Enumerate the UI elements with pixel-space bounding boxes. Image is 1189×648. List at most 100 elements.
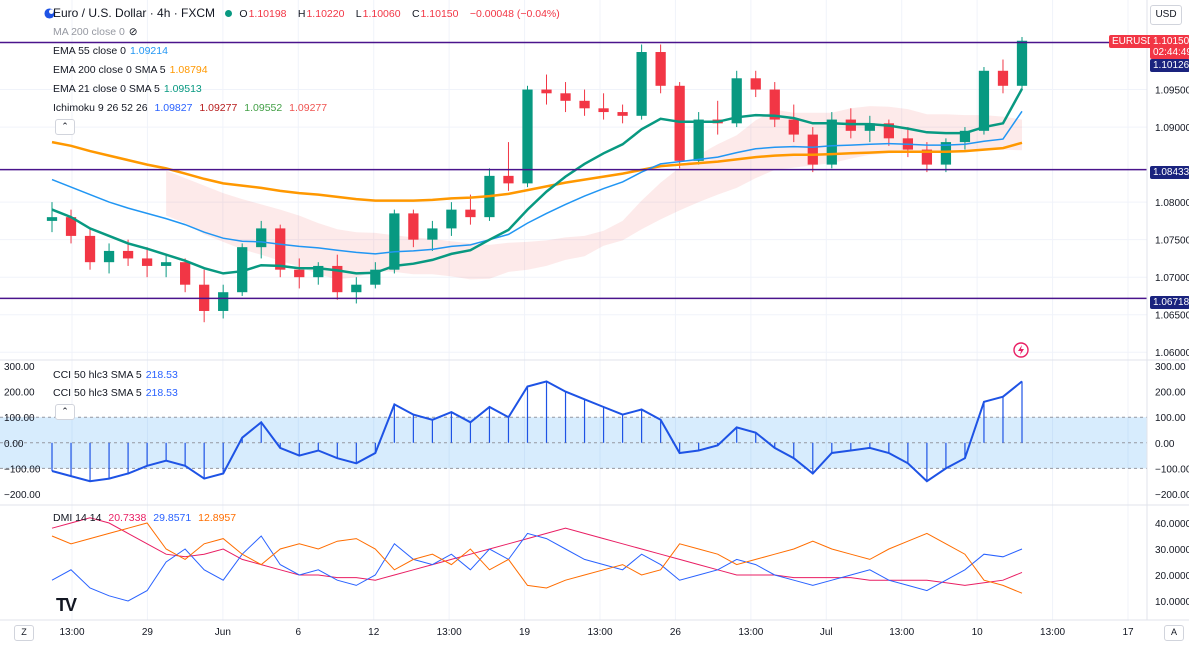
candle-body — [503, 175, 514, 184]
high-label: H — [297, 8, 306, 20]
ichimoku-v4: 1.09277 — [289, 102, 328, 114]
cci-left-tick-label: 200.00 — [4, 388, 35, 399]
market-open-icon — [225, 10, 233, 18]
currency-pair-icon — [44, 8, 55, 19]
candle-body — [351, 284, 362, 293]
dmi-tick-label: 20.0000 — [1155, 571, 1189, 582]
ma200-legend[interactable]: MA 200 close 0 ⊘ — [53, 25, 142, 39]
eye-hidden-icon[interactable]: ⊘ — [128, 26, 138, 38]
cci2-legend[interactable]: CCI 50 hlc3 SMA 5 218.53 — [53, 386, 182, 400]
last-price-badge: 1.10150 — [1150, 35, 1189, 48]
ichimoku-legend[interactable]: Ichimoku 9 26 52 26 1.09827 1.09277 1.09… — [53, 101, 331, 115]
ema55-legend[interactable]: EMA 55 close 0 1.09214 — [53, 44, 172, 58]
cci1-legend[interactable]: CCI 50 hlc3 SMA 5 218.53 — [53, 368, 182, 382]
cci-right-tick-label: 300.00 — [1155, 362, 1186, 373]
dmi-legend[interactable]: DMI 14 14 20.7338 29.8571 12.8957 — [53, 511, 240, 525]
candle-body — [693, 119, 704, 161]
candle-body — [864, 123, 875, 131]
ma-lines — [51, 88, 1024, 275]
zoom-z-button[interactable]: Z — [14, 625, 34, 641]
open-value: 1.10198 — [248, 8, 287, 20]
ema21-value: 1.09513 — [163, 83, 202, 95]
grid — [0, 0, 1147, 620]
time-tick-label: 12 — [368, 627, 380, 638]
candle-body — [141, 258, 153, 266]
time-tick-label: Jun — [215, 627, 231, 638]
cci-right-tick-label: −100.00 — [1155, 464, 1189, 475]
cci-right-tick-label: −200.00 — [1155, 490, 1189, 501]
symbol-tag: EURUSD — [1109, 35, 1158, 48]
candle-body — [769, 89, 780, 120]
candle-body — [788, 119, 799, 135]
ichimoku-label: Ichimoku 9 26 52 26 — [53, 102, 148, 114]
candle-body — [997, 70, 1009, 86]
candle-body — [160, 262, 172, 266]
high-value: 1.10220 — [306, 8, 345, 20]
candle-body — [389, 213, 400, 270]
time-tick-label: 13:00 — [889, 627, 914, 638]
price-tick-label: 1.06000 — [1155, 348, 1189, 359]
ichimoku-v1: 1.09827 — [154, 102, 193, 114]
candle-body — [940, 142, 952, 165]
time-tick-label: 13:00 — [738, 627, 763, 638]
candle-body — [256, 228, 267, 248]
candle-body — [237, 247, 248, 293]
candle-body — [978, 70, 990, 131]
ema200-value: 1.08794 — [169, 64, 208, 76]
auto-scale-button[interactable]: A — [1164, 625, 1184, 641]
ema55-line — [51, 110, 1023, 255]
ema21-legend[interactable]: EMA 21 close 0 SMA 5 1.09513 — [53, 82, 206, 96]
cci-line — [51, 380, 1023, 483]
ichimoku-cloud-area — [166, 79, 1023, 280]
ema200-legend[interactable]: EMA 200 close 0 SMA 5 1.08794 — [53, 63, 212, 77]
low-label: L — [355, 8, 362, 20]
candle-body — [826, 119, 837, 165]
candle-body — [465, 209, 476, 218]
candle-body — [522, 89, 533, 184]
open-label: O — [239, 8, 248, 20]
cci-left-tick-label: −200.00 — [4, 490, 41, 501]
level-mid-badge: 1.08433 — [1150, 166, 1189, 179]
price-tick-label: 1.09500 — [1155, 86, 1189, 97]
level-top-badge: 1.10126 — [1150, 59, 1189, 72]
candle-body — [674, 85, 685, 161]
axes: 1.09500 1.09000 1.08000 1.07500 1.07000 1.065… — [4, 86, 1189, 638]
time-tick-label: 13:00 — [587, 627, 612, 638]
time-tick-label: 19 — [519, 627, 531, 638]
cci-pane — [0, 380, 1147, 483]
candle-body — [655, 52, 666, 86]
horizontal-levels — [0, 41, 1147, 300]
time-tick-label: 10 — [972, 627, 984, 638]
candle-body — [180, 262, 191, 285]
candle-body — [750, 78, 761, 90]
time-tick-label: 13:00 — [437, 627, 462, 638]
price-tick-label: 1.06500 — [1155, 311, 1189, 322]
dmi-tick-label: 30.0000 — [1155, 545, 1189, 556]
candle-body — [84, 235, 96, 263]
ema200-line — [51, 140, 1023, 202]
collapse-cci-button[interactable]: ⌃ — [55, 404, 75, 420]
change-value: −0.00048 (−0.04%) — [469, 8, 560, 20]
dmi-tick-label: 40.0000 — [1155, 519, 1189, 530]
currency-button[interactable]: USD — [1150, 5, 1182, 25]
price-tick-label: 1.08000 — [1155, 198, 1189, 209]
dmi-v1: 20.7338 — [108, 512, 147, 524]
time-tick-label: Jul — [820, 627, 833, 638]
candle-body — [959, 130, 971, 143]
candle-body — [122, 250, 134, 259]
close-label: C — [411, 8, 420, 20]
collapse-legend-button[interactable]: ⌃ — [55, 119, 75, 135]
level-low-badge: 1.06718 — [1150, 296, 1189, 309]
lightning-alert-icon[interactable] — [1013, 342, 1029, 358]
candle-body — [332, 265, 343, 293]
tradingview-logo[interactable]: TV — [56, 595, 77, 615]
time-tick-label: 17 — [1122, 627, 1134, 638]
candle-body — [1016, 40, 1028, 86]
symbol-title[interactable]: Euro / U.S. Dollar · 4h · FXCM — [53, 6, 216, 20]
cci2-label: CCI 50 hlc3 SMA 5 — [53, 387, 142, 399]
candle-body — [579, 100, 590, 109]
candle-body — [731, 78, 742, 124]
time-tick-label: 13:00 — [59, 627, 84, 638]
price-tick-label: 1.09000 — [1155, 123, 1189, 134]
